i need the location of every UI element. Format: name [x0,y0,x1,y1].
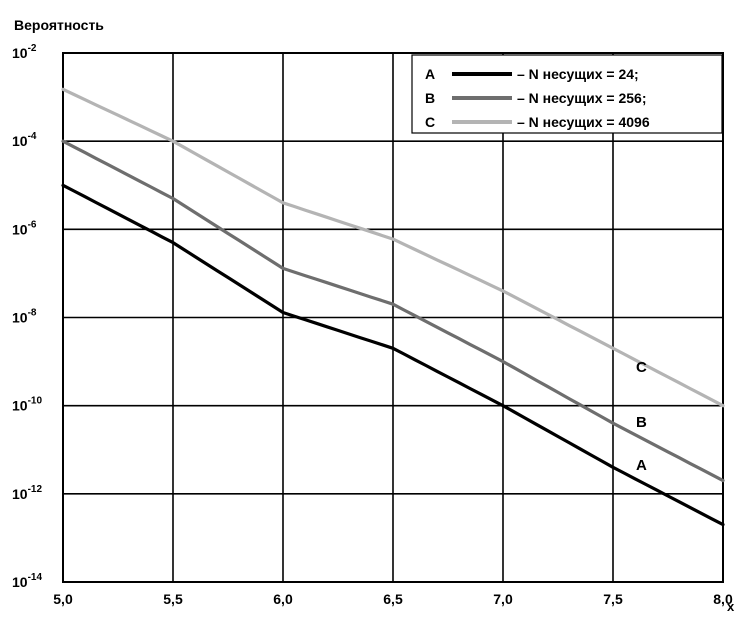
annotation-C: C [636,359,647,376]
y-tick-label: 10-10 [12,396,42,414]
legend: A – N несущих = 24; B – N несущих = 256; C – … [412,55,722,133]
x-tick-label: 7,0 [493,591,513,607]
annotation-B: B [636,414,647,431]
y-tick-label: 10-12 [12,484,42,502]
line-annotations: A B C [636,359,647,474]
legend-label-A: – N несущих = 24; [517,66,639,82]
y-axis-label: Вероятность [14,17,104,33]
y-tick-label: 10-8 [12,308,37,326]
x-tick-label: 6,5 [383,591,403,607]
legend-letter-C: C [425,114,435,130]
y-tick-label: 10-6 [12,219,37,237]
x-tick-label: 5,0 [53,591,73,607]
legend-letter-A: A [425,66,435,82]
x-tick-label: 7,5 [603,591,623,607]
y-tick-label: 10-2 [12,43,37,61]
legend-letter-B: B [425,90,435,106]
legend-label-B: – N несущих = 256; [517,90,647,106]
y-tick-label: 10-4 [12,131,37,149]
x-tick-label: 6,0 [273,591,293,607]
legend-label-C: – N несущих = 4096 [517,114,650,130]
y-tick-label: 10-14 [12,572,42,590]
annotation-A: A [636,457,647,474]
x-axis-label: x [727,599,735,614]
x-tick-label: 5,5 [163,591,183,607]
